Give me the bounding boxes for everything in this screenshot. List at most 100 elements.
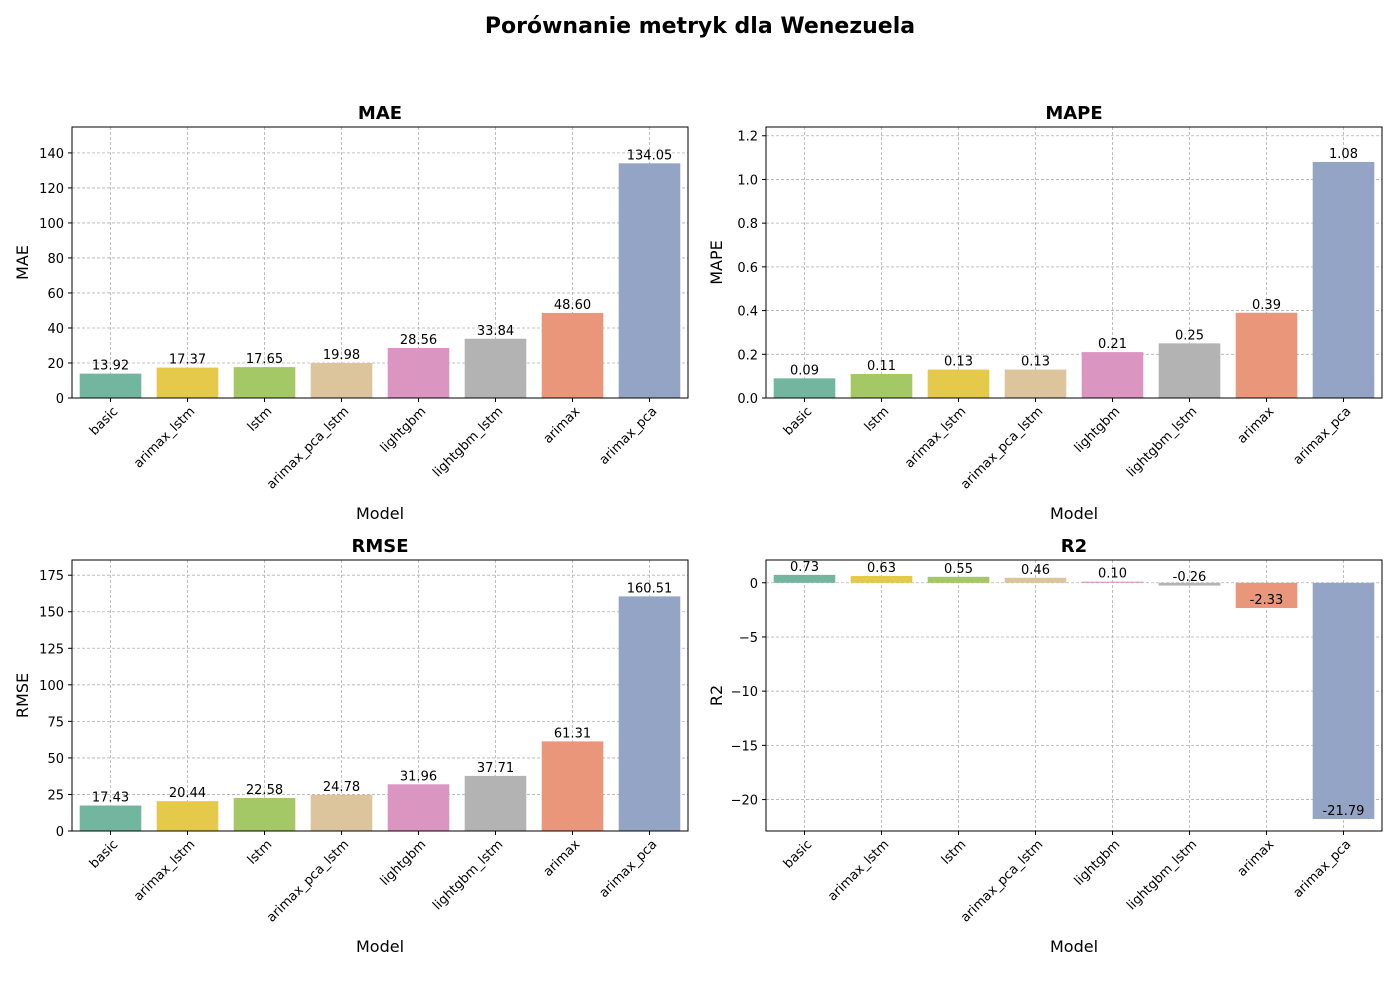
bar-lightgbm-lstm bbox=[464, 775, 527, 831]
x-tick-label: arimax_pca_lstm bbox=[264, 837, 352, 925]
bar-lightgbm-lstm bbox=[464, 338, 527, 398]
bar-arimax-pca-lstm bbox=[1004, 369, 1067, 398]
x-tick-label: lstm bbox=[862, 404, 893, 435]
bar-lstm bbox=[233, 797, 296, 831]
value-label: -21.79 bbox=[1323, 804, 1365, 819]
value-label: 22.58 bbox=[246, 783, 283, 798]
bar-basic bbox=[773, 378, 836, 398]
chart-mae: 0 20 40 60 80 100 120 140 13.92 17.37 17.65 19.98 28… bbox=[13, 103, 689, 523]
value-label: 0.10 bbox=[1098, 567, 1127, 582]
y-tick-label: 25 bbox=[47, 788, 64, 803]
value-label: 0.09 bbox=[790, 363, 819, 378]
y-tick-label: 120 bbox=[39, 182, 64, 197]
bar-arimax-lstm bbox=[156, 367, 219, 398]
x-tick-label: arimax_lstm bbox=[825, 837, 892, 904]
x-tick-label: arimax_pca bbox=[597, 404, 661, 468]
bar-lightgbm bbox=[1081, 352, 1144, 398]
x-tick-label: basic bbox=[781, 837, 815, 871]
bar-lightgbm-lstm bbox=[1158, 582, 1221, 586]
value-label: 0.11 bbox=[867, 359, 896, 374]
y-tick-label: 0 bbox=[56, 392, 64, 407]
bar-arimax-pca bbox=[1312, 161, 1375, 398]
x-tick-label: lstm bbox=[939, 837, 970, 868]
x-tick-label: lightgbm bbox=[378, 404, 430, 456]
y-tick-label: 0 bbox=[750, 577, 758, 592]
x-tick-label: arimax_pca_lstm bbox=[958, 404, 1046, 492]
y-tick-label: 50 bbox=[47, 752, 64, 767]
value-label: 160.51 bbox=[627, 581, 673, 596]
chart-title: R2 bbox=[1061, 536, 1087, 557]
x-tick-label: lightgbm_lstm bbox=[1124, 404, 1200, 480]
x-tick-label: lightgbm bbox=[1072, 404, 1124, 456]
value-label: 17.65 bbox=[246, 352, 283, 367]
x-tick-label: arimax bbox=[1235, 837, 1278, 880]
value-label: 0.21 bbox=[1098, 337, 1127, 352]
y-axis-label: MAE bbox=[13, 245, 32, 280]
x-axis-label: Model bbox=[356, 937, 404, 956]
x-axis-label: Model bbox=[1050, 504, 1098, 523]
value-label: 13.92 bbox=[92, 359, 129, 374]
value-label: 31.96 bbox=[400, 769, 437, 784]
x-tick-label: basic bbox=[87, 404, 121, 438]
x-tick-label: arimax bbox=[541, 837, 584, 880]
value-label: -0.26 bbox=[1173, 570, 1207, 585]
x-tick-label: lightgbm bbox=[378, 837, 430, 889]
axes-frame bbox=[71, 126, 689, 399]
y-axis-label: RMSE bbox=[13, 673, 32, 718]
value-label: 19.98 bbox=[323, 348, 360, 363]
x-tick-label: arimax_pca_lstm bbox=[958, 837, 1046, 925]
value-label: 17.43 bbox=[92, 791, 129, 806]
value-label: 0.13 bbox=[944, 355, 973, 370]
bar-lightgbm bbox=[1081, 581, 1144, 583]
bar-basic bbox=[773, 574, 836, 583]
y-tick-label: −15 bbox=[731, 739, 758, 754]
x-tick-label: lstm bbox=[245, 404, 276, 435]
y-tick-label: 20 bbox=[47, 357, 64, 372]
bar-arimax-lstm bbox=[850, 575, 913, 583]
y-tick-label: 100 bbox=[39, 217, 64, 232]
bar-arimax bbox=[541, 741, 604, 831]
axes-frame bbox=[765, 126, 1383, 399]
x-tick-label: arimax_pca bbox=[597, 837, 661, 901]
bar-lstm bbox=[233, 367, 296, 398]
y-tick-label: 0.8 bbox=[737, 217, 758, 232]
x-tick-label: arimax_lstm bbox=[131, 404, 198, 471]
x-tick-label: basic bbox=[781, 404, 815, 438]
bar-lstm bbox=[850, 373, 913, 398]
y-tick-label: 1.2 bbox=[737, 130, 758, 145]
bar-arimax bbox=[1235, 312, 1298, 398]
x-axis-label: Model bbox=[356, 504, 404, 523]
y-axis-label: R2 bbox=[707, 685, 726, 706]
chart-r2: 0 −5 −10 −15 −20 0.73 0.63 0.55 0.46 0.10 -0.26 -2.… bbox=[707, 536, 1383, 956]
bar-arimax bbox=[541, 312, 604, 398]
y-tick-label: 0.2 bbox=[737, 348, 758, 363]
value-label: 0.63 bbox=[867, 561, 896, 576]
axes-frame bbox=[71, 559, 689, 832]
y-tick-label: −10 bbox=[731, 685, 758, 700]
x-tick-label: arimax_pca bbox=[1291, 404, 1355, 468]
bar-lightgbm bbox=[387, 348, 450, 398]
x-tick-label: lightgbm bbox=[1072, 837, 1124, 889]
value-label: 33.84 bbox=[477, 324, 514, 339]
y-tick-label: −20 bbox=[731, 794, 758, 809]
y-tick-label: 0 bbox=[56, 825, 64, 840]
y-tick-label: 100 bbox=[39, 679, 64, 694]
bar-basic bbox=[79, 373, 142, 398]
y-tick-label: 0.0 bbox=[737, 392, 758, 407]
bar-arimax-lstm bbox=[156, 801, 219, 831]
value-label: 0.13 bbox=[1021, 355, 1050, 370]
y-tick-label: 40 bbox=[47, 322, 64, 337]
bar-arimax-pca-lstm bbox=[310, 363, 373, 398]
x-tick-label: arimax_pca bbox=[1291, 837, 1355, 901]
y-tick-label: 75 bbox=[47, 715, 64, 730]
value-label: 0.39 bbox=[1252, 298, 1281, 313]
value-label: 61.31 bbox=[554, 726, 591, 741]
bar-arimax bbox=[1235, 582, 1298, 609]
value-label: 17.37 bbox=[169, 353, 206, 368]
value-label: 134.05 bbox=[627, 148, 673, 163]
y-tick-label: 60 bbox=[47, 287, 64, 302]
chart-title: MAPE bbox=[1045, 103, 1102, 124]
x-tick-label: arimax bbox=[1235, 404, 1278, 447]
x-tick-label: lightgbm_lstm bbox=[1124, 837, 1200, 913]
